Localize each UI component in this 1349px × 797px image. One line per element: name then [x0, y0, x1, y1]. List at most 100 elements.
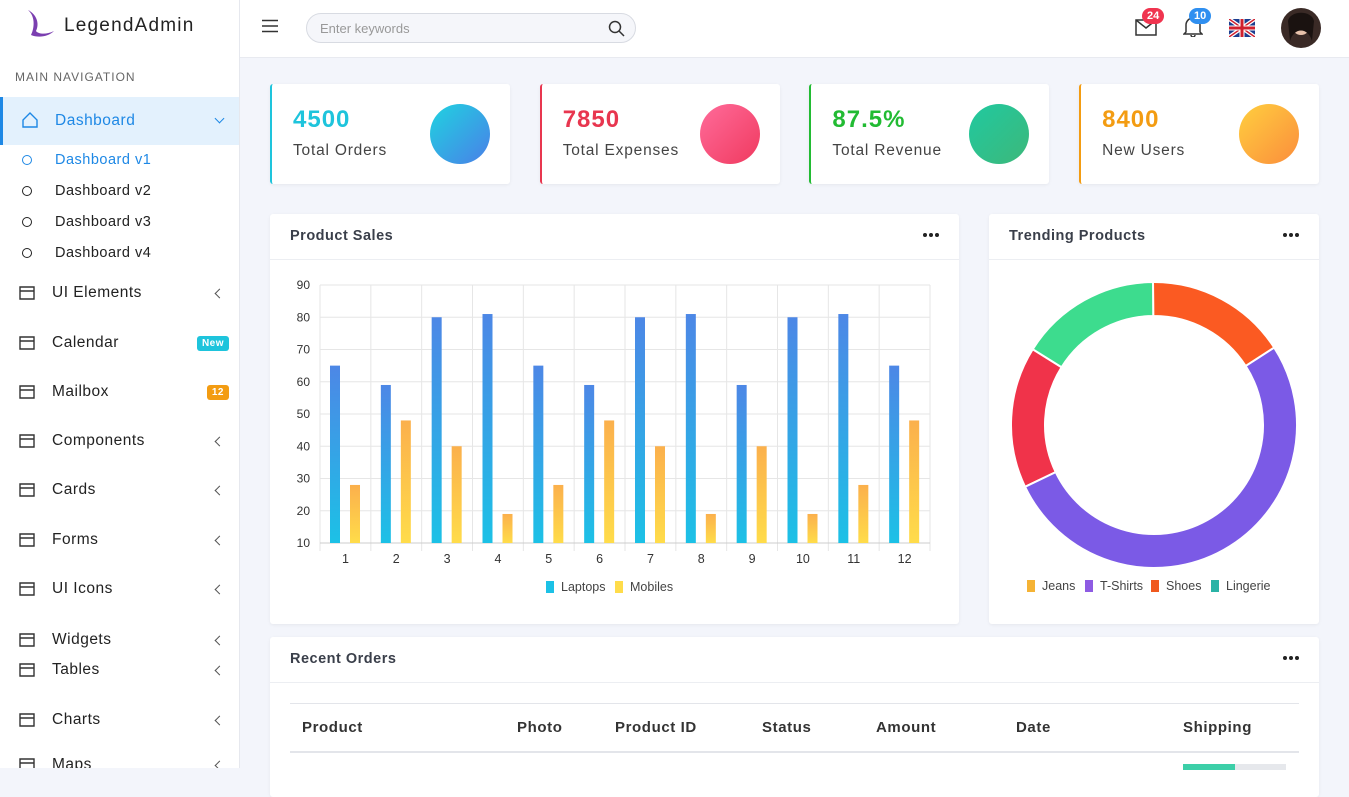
x-tick-label: 11 — [847, 552, 860, 566]
x-tick-label: 2 — [393, 552, 400, 566]
bar — [431, 317, 442, 543]
column-header: Date — [1016, 719, 1051, 736]
stat-label: Total Expenses — [562, 142, 680, 159]
bar — [350, 484, 360, 543]
nav-item[interactable]: UI Icons — [0, 569, 239, 609]
panel-title: Product Sales — [290, 228, 394, 244]
nav-item[interactable]: Forms — [0, 520, 239, 560]
nav-item[interactable]: Charts — [0, 700, 239, 740]
bar — [635, 317, 645, 543]
stat-card: 4500 Total Orders — [270, 84, 510, 184]
legend-swatch — [1211, 580, 1219, 592]
y-tick-label: 40 — [297, 439, 311, 453]
nav-icon — [22, 112, 38, 128]
nav-item[interactable]: UI Elements — [0, 273, 239, 313]
nav-item[interactable]: Mailbox 12 — [0, 372, 239, 412]
x-tick-label: 9 — [749, 552, 756, 566]
nav-item[interactable]: Tables — [0, 650, 239, 690]
nav-heading: MAIN NAVIGATION — [15, 70, 136, 84]
nav-label: UI Icons — [52, 580, 113, 597]
nav-item[interactable]: Cards — [0, 470, 239, 510]
chevron — [214, 113, 225, 124]
donut-chart: Jeans T-Shirts Shoes Lingerie — [1010, 280, 1298, 593]
topbar: Enter keywords 24 10 — [240, 0, 1349, 58]
nav-icon — [19, 286, 35, 300]
nav-icon — [19, 533, 35, 547]
column-header: Status — [762, 719, 812, 736]
legend-label: Lingerie — [1226, 579, 1271, 593]
nav-icon — [19, 434, 35, 448]
nav-icon — [19, 582, 35, 596]
bar — [838, 314, 849, 543]
stat-value: 4500 — [293, 106, 351, 133]
stat-card: 8400 New Users — [1079, 84, 1320, 184]
nav-item[interactable]: Maps — [0, 745, 239, 768]
menu-toggle[interactable] — [262, 19, 278, 33]
panel-menu[interactable] — [923, 233, 939, 237]
brand: LegendAdmin — [64, 15, 195, 36]
bar — [685, 314, 696, 543]
stat-label: Total Orders — [293, 142, 388, 159]
chevron — [214, 485, 225, 495]
search-icon[interactable] — [608, 20, 625, 37]
legend-swatch — [1085, 580, 1093, 592]
mail-badge: 24 — [1142, 8, 1165, 24]
nav-label: Calendar — [52, 334, 119, 351]
avatar[interactable] — [1280, 7, 1322, 49]
bar — [533, 365, 544, 543]
x-tick-label: 3 — [444, 552, 451, 566]
bar — [909, 420, 920, 543]
nav-item[interactable]: Components — [0, 421, 239, 461]
nav-label: Charts — [52, 711, 101, 728]
bullet — [22, 217, 32, 227]
nav-item[interactable]: Calendar New — [0, 323, 239, 363]
x-tick-label: 10 — [796, 552, 810, 566]
y-tick-label: 90 — [297, 278, 311, 292]
x-tick-label: 6 — [596, 552, 603, 566]
column-header: Product — [302, 719, 363, 736]
donut-segment — [1031, 280, 1155, 369]
x-tick-label: 4 — [494, 552, 501, 566]
panel-menu[interactable] — [1283, 233, 1299, 237]
nav-icon — [19, 385, 35, 399]
bar — [736, 384, 747, 543]
nav-icon — [19, 336, 35, 350]
legend-label: Mobiles — [630, 580, 673, 594]
nav-sublabel: Dashboard v2 — [55, 183, 152, 199]
stat-value: 87.5% — [832, 106, 906, 133]
panel-title: Recent Orders — [290, 651, 397, 667]
nav-label: UI Elements — [52, 284, 142, 301]
product-sales-panel: Product Sales 10 20 30 40 50 60 70 80 90 1 2 3 4 5 6 7 8… — [270, 214, 959, 624]
bullet — [22, 248, 32, 258]
legend-label: T-Shirts — [1100, 579, 1143, 593]
x-tick-label: 5 — [545, 552, 552, 566]
nav-label: Mailbox — [52, 383, 109, 400]
nav-icon — [19, 663, 35, 677]
nav-sublabel: Dashboard v3 — [55, 214, 152, 230]
bar — [756, 446, 767, 543]
chevron — [214, 760, 225, 768]
nav-item[interactable]: Dashboard — [0, 97, 239, 145]
x-tick-label: 12 — [898, 552, 912, 566]
stat-icon — [699, 104, 760, 164]
legend-swatch — [1027, 580, 1035, 592]
legend-label: Shoes — [1166, 579, 1201, 593]
x-tick-label: 8 — [698, 552, 705, 566]
stat-label: Total Revenue — [832, 142, 942, 159]
search-box[interactable]: Enter keywords — [306, 13, 636, 43]
language-flag[interactable] — [1229, 19, 1255, 37]
panel-menu[interactable] — [1283, 656, 1299, 660]
bar — [380, 384, 391, 543]
nav-icon — [19, 713, 35, 727]
nav-label: Cards — [52, 481, 96, 498]
chevron — [214, 535, 225, 545]
nav-label: Components — [52, 432, 145, 449]
nav-badge: 12 — [206, 384, 229, 400]
x-tick-label: 7 — [647, 552, 654, 566]
bar — [451, 446, 462, 543]
bell-badge: 10 — [1189, 8, 1212, 24]
legend-label: Laptops — [561, 580, 605, 594]
nav-label: Widgets — [52, 631, 112, 648]
legend-label: Jeans — [1042, 579, 1075, 593]
